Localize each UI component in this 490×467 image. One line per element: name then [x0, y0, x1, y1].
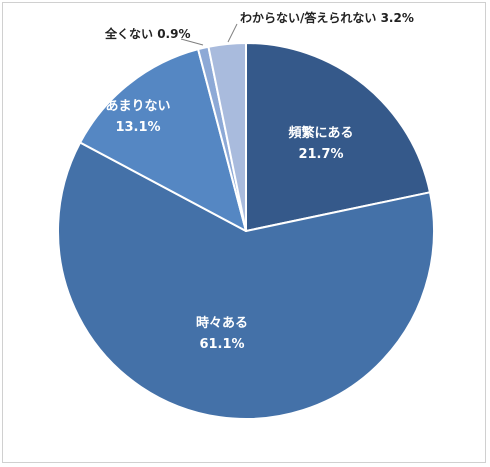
pie-slice-3 — [79, 48, 247, 232]
pie-slice-5 — [207, 42, 247, 232]
slice-label-5: わからない/答えられない 3.2% — [240, 10, 414, 25]
slice-value-label-4: 0.9% — [153, 27, 190, 41]
leader-line-4 — [180, 38, 204, 46]
pie-slice-1 — [245, 42, 431, 232]
slice-label-4: 全くない 0.9% — [104, 26, 190, 41]
slice-label-1: 頻繁にある — [288, 125, 353, 141]
slice-name-4: 全くない — [104, 26, 153, 41]
slice-value-label-3: 13.1% — [115, 120, 160, 135]
slice-label-3: あまりない — [105, 99, 170, 114]
slice-label-2: 時々ある — [196, 315, 248, 331]
leader-line-5 — [227, 23, 238, 43]
slice-value-label-5: 3.2% — [376, 11, 413, 25]
slice-value-label-2: 61.1% — [199, 337, 244, 352]
slice-name-5: わからない/答えられない — [240, 10, 376, 25]
pie-slice-2 — [57, 141, 435, 420]
slice-value-label-1: 21.7% — [298, 147, 343, 162]
